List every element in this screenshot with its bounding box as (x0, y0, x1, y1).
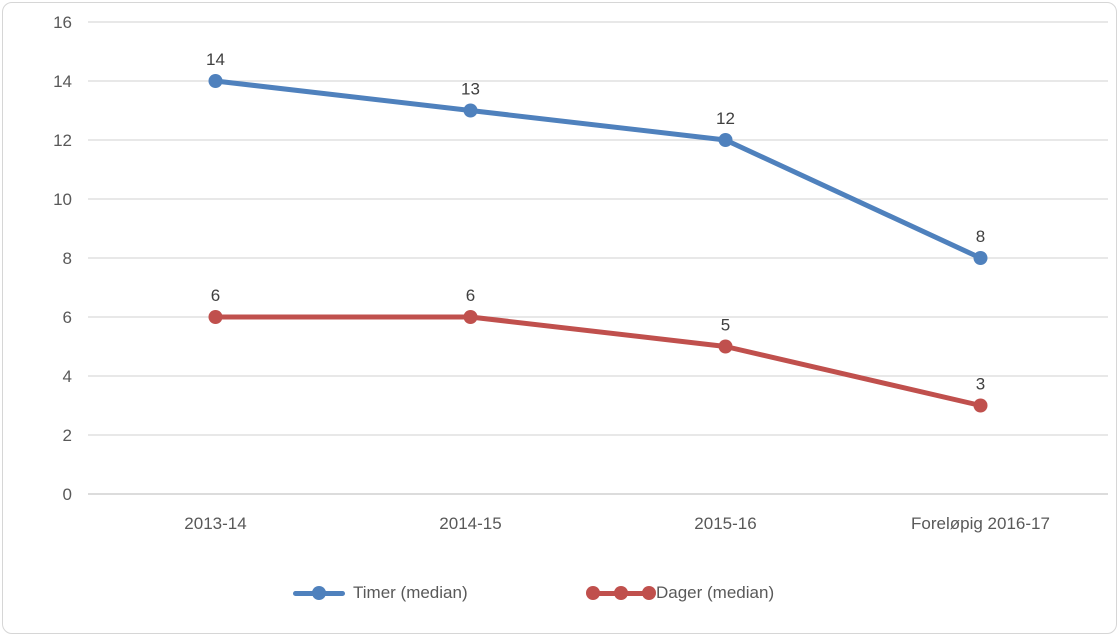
data-label: 12 (716, 109, 735, 128)
y-tick-label: 0 (63, 485, 72, 504)
data-label: 14 (206, 50, 225, 69)
data-point (718, 339, 733, 354)
series-line (213, 314, 983, 408)
y-tick-label: 14 (53, 72, 72, 91)
legend: Timer (median) Dager (median) (0, 581, 1119, 605)
x-tick-label: Foreløpig 2016-17 (911, 514, 1050, 533)
x-tick-label: 2013-14 (184, 514, 246, 533)
x-tick-label: 2015-16 (694, 514, 756, 533)
dager-series-marker-icon (586, 586, 656, 600)
data-point (208, 310, 223, 324)
data-label: 8 (976, 227, 985, 246)
data-point (718, 133, 733, 147)
timer-series-marker-icon (293, 586, 345, 600)
data-label: 3 (976, 375, 985, 394)
legend-item-dager: Dager (median) (586, 581, 775, 605)
data-label: 6 (466, 286, 475, 305)
data-point (463, 310, 478, 324)
y-tick-label: 2 (63, 426, 72, 445)
data-label: 6 (211, 286, 220, 305)
legend-label-dager: Dager (median) (656, 583, 775, 602)
data-point (973, 398, 988, 413)
data-point (463, 103, 478, 118)
legend-item-timer: Timer (median) (293, 581, 468, 605)
y-tick-label: 4 (63, 367, 72, 386)
data-label: 5 (721, 316, 730, 335)
data-point (208, 74, 223, 88)
data-label: 13 (461, 80, 480, 99)
y-tick-label: 16 (53, 13, 72, 32)
y-tick-label: 6 (63, 308, 72, 327)
data-point (973, 251, 988, 265)
x-tick-label: 2014-15 (439, 514, 501, 533)
legend-label-timer: Timer (median) (353, 583, 468, 602)
series-line (213, 78, 983, 261)
y-tick-label: 12 (53, 131, 72, 150)
y-tick-label: 10 (53, 190, 72, 209)
y-tick-label: 8 (63, 249, 72, 268)
